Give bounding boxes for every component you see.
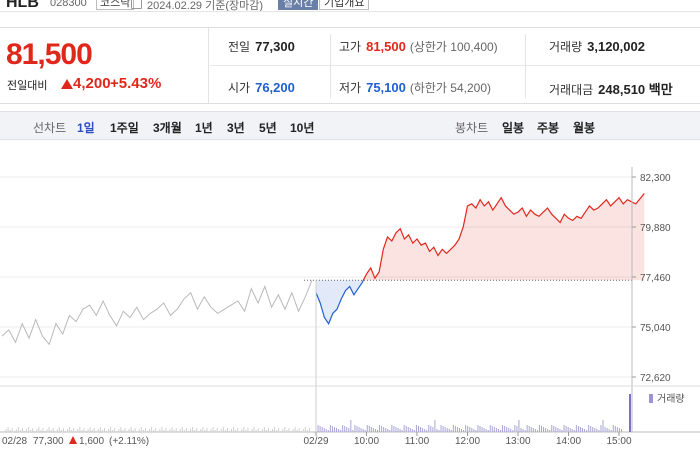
low-cell: 저가 75,100 (하한가 54,200) (339, 79, 491, 96)
prev-day-close: 77,300 (33, 436, 64, 447)
current-price: 81,500 (6, 38, 93, 71)
amount-cell: 거래대금 248,510 백만 (549, 79, 673, 98)
chart-lines (1, 193, 645, 346)
prev-close-value: 77,300 (255, 39, 295, 54)
amount-label: 거래대금 (549, 83, 594, 97)
x-tick-label: 14:00 (556, 436, 581, 447)
x-axis: 02/29 10:00 11:00 12:00 13:00 14:00 15:00 02/28… (2, 280, 632, 447)
market-badge: 코스닥 (96, 0, 135, 10)
volume-label: 거래량 (657, 393, 685, 405)
open-label: 시가 (228, 81, 251, 95)
candle-weekly[interactable]: 주봉 (537, 121, 560, 135)
period-1d[interactable]: 1일 (77, 121, 95, 135)
high-cell: 고가 81,500 (상한가 100,400) (339, 38, 498, 55)
y-tick-label: 79,880 (640, 223, 671, 234)
calendar-icon (131, 0, 142, 9)
chart-toolbar: 선차트 1일 1주일 3개월 1년 3년 5년 10년 봉차트 일봉 주봉 월봉 (0, 111, 700, 140)
high-label: 고가 (339, 40, 362, 54)
period-5y[interactable]: 5년 (259, 121, 277, 135)
period-3m[interactable]: 3개월 (153, 121, 182, 135)
candle-chart-label: 봉차트 (455, 121, 489, 135)
x-tick-label: 15:00 (606, 436, 631, 447)
down-line (315, 280, 364, 325)
volume-cell: 거래량 3,120,002 (549, 38, 645, 55)
price-change-percent: +5.43% (110, 75, 162, 92)
prev-day-date: 02/28 (2, 436, 27, 447)
prev-close-cell: 전일 77,300 (228, 38, 295, 55)
price-change: 4,200 (73, 75, 111, 92)
divider (525, 34, 526, 98)
period-1y[interactable]: 1년 (195, 121, 213, 135)
quote-date: 2024.02.29 기준(장마감) (147, 0, 264, 12)
candle-daily[interactable]: 일봉 (502, 121, 525, 135)
prev-day-line (1, 280, 313, 346)
quote-summary: 81,500 전일대비 4,200 +5.43% 전일 77,300 고가 81,5… (0, 27, 700, 104)
divider (210, 65, 700, 66)
x-tick-label: 12:00 (455, 436, 480, 447)
price-chart[interactable]: 82,300 79,880 77,460 75,040 72,620 거래량 02/29… (0, 141, 700, 450)
current-price-panel: 81,500 전일대비 4,200 +5.43% (0, 28, 209, 103)
prev-close-label: 전일 (228, 40, 251, 54)
open-cell: 시가 76,200 (228, 79, 295, 96)
upper-limit: (상한가 100,400) (409, 40, 498, 54)
chart-areas (316, 193, 645, 324)
stock-header: HLB 028300 코스닥 2024.02.29 기준(장마감) 실시간 기업… (0, 0, 700, 12)
up-arrow-icon (69, 436, 77, 444)
up-arrow-icon (61, 79, 73, 89)
candle-monthly[interactable]: 월봉 (573, 121, 596, 135)
y-tick-label: 77,460 (640, 273, 671, 284)
period-3y[interactable]: 3년 (227, 121, 245, 135)
x-tick-label: 11:00 (405, 436, 430, 447)
period-1w[interactable]: 1주일 (110, 121, 139, 135)
line-chart-label: 선차트 (33, 121, 67, 135)
prev-day-change: 1,600 (79, 436, 104, 447)
open-value: 76,200 (255, 80, 295, 95)
stock-code: 028300 (50, 0, 87, 9)
y-axis: 82,300 79,880 77,460 75,040 72,620 (631, 167, 671, 432)
amount-value: 248,510 백만 (598, 82, 673, 97)
stock-name: HLB (6, 0, 39, 11)
high-value: 81,500 (366, 39, 406, 54)
low-label: 저가 (339, 81, 362, 95)
volume-legend-swatch (649, 394, 653, 403)
volume-value: 3,120,002 (587, 39, 645, 54)
change-label: 전일대비 (7, 80, 48, 92)
lower-limit: (하한가 54,200) (409, 81, 492, 95)
volume-label: 거래량 (549, 40, 583, 54)
up-line (362, 193, 645, 281)
x-tick-label: 10:00 (354, 436, 379, 447)
x-tick-label: 13:00 (505, 436, 530, 447)
period-10y[interactable]: 10년 (290, 121, 315, 135)
low-value: 75,100 (366, 80, 406, 95)
volume-panel: 거래량 (0, 385, 700, 433)
prev-day-change-pct: (+2.11%) (109, 436, 149, 447)
y-tick-label: 72,620 (640, 373, 671, 384)
company-info-button[interactable]: 기업개요 (319, 0, 370, 10)
y-tick-label: 82,300 (640, 173, 671, 184)
divider (330, 34, 331, 98)
realtime-button[interactable]: 실시간 (278, 0, 319, 10)
y-tick-label: 75,040 (640, 323, 671, 334)
x-tick-label: 02/29 (303, 436, 328, 447)
up-area (363, 193, 645, 281)
